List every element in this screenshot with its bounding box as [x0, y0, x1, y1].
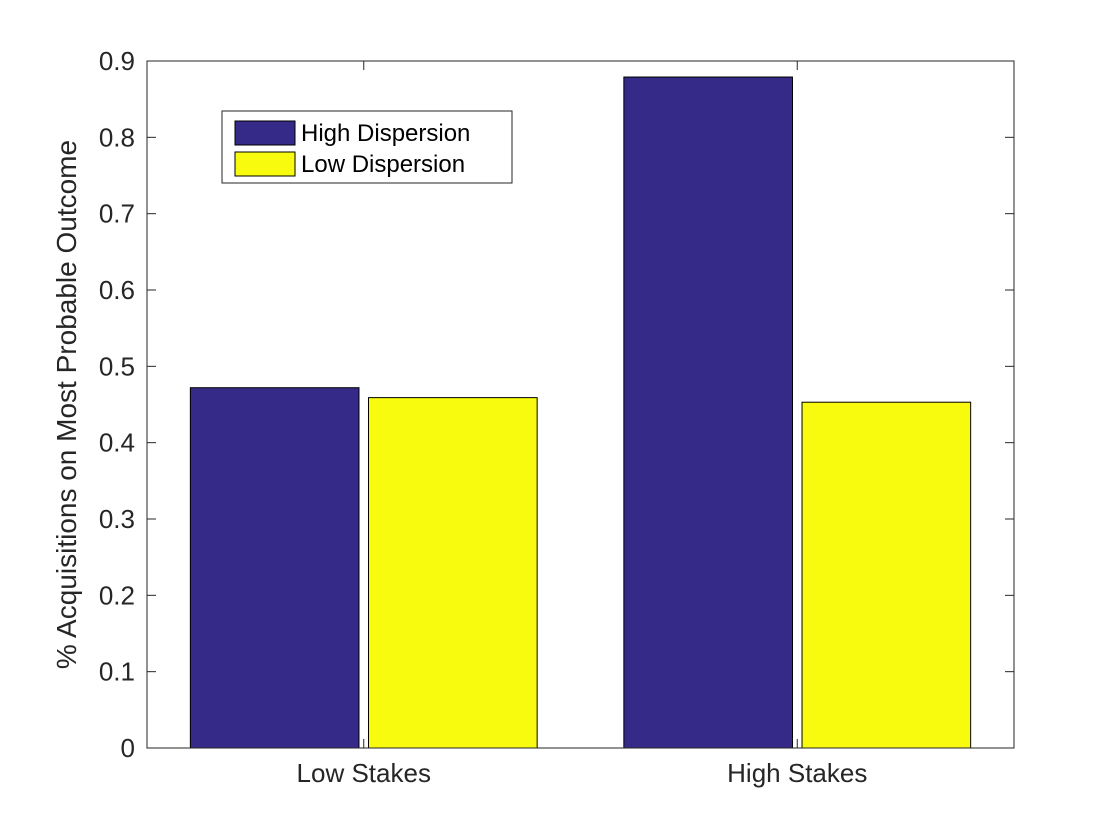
x-tick-labels: Low Stakes High Stakes [297, 758, 868, 788]
y-tick-label: 0.3 [99, 504, 135, 534]
y-tick-label: 0.5 [99, 351, 135, 381]
legend-swatch [234, 151, 296, 177]
bar-high-stakes-high-dispersion [623, 76, 793, 749]
bar-high-stakes-low-dispersion [801, 401, 972, 749]
y-tick-label: 0.2 [99, 580, 135, 610]
legend-swatch [234, 120, 296, 146]
y-tick-label: 0.8 [99, 122, 135, 152]
legend-label: High Dispersion [301, 120, 470, 147]
legend: High Dispersion Low Dispersion [221, 110, 513, 184]
bar-low-stakes-low-dispersion [368, 397, 538, 749]
y-tick-label: 0.6 [99, 275, 135, 305]
y-tick-label: 0 [121, 733, 135, 763]
bar-low-stakes-high-dispersion [189, 387, 360, 749]
x-tick-label: Low Stakes [297, 758, 431, 788]
legend-items: High Dispersion Low Dispersion [234, 120, 470, 178]
x-tick-label: High Stakes [727, 758, 867, 788]
legend-label: Low Dispersion [301, 151, 465, 178]
bars-group [189, 76, 972, 749]
y-tick-label: 0.9 [99, 46, 135, 76]
axis-ticks [147, 60, 1014, 749]
y-tick-label: 0.4 [99, 428, 135, 458]
y-tick-label: 0.7 [99, 199, 135, 229]
y-tick-labels: 0 0.1 0.2 0.3 0.4 0.5 0.6 0.7 0.8 0.9 [99, 46, 135, 763]
plot-area-frame [146, 60, 1015, 749]
y-axis-label: % Acquisitions on Most Probable Outcome [51, 140, 82, 669]
y-tick-label: 0.1 [99, 657, 135, 687]
